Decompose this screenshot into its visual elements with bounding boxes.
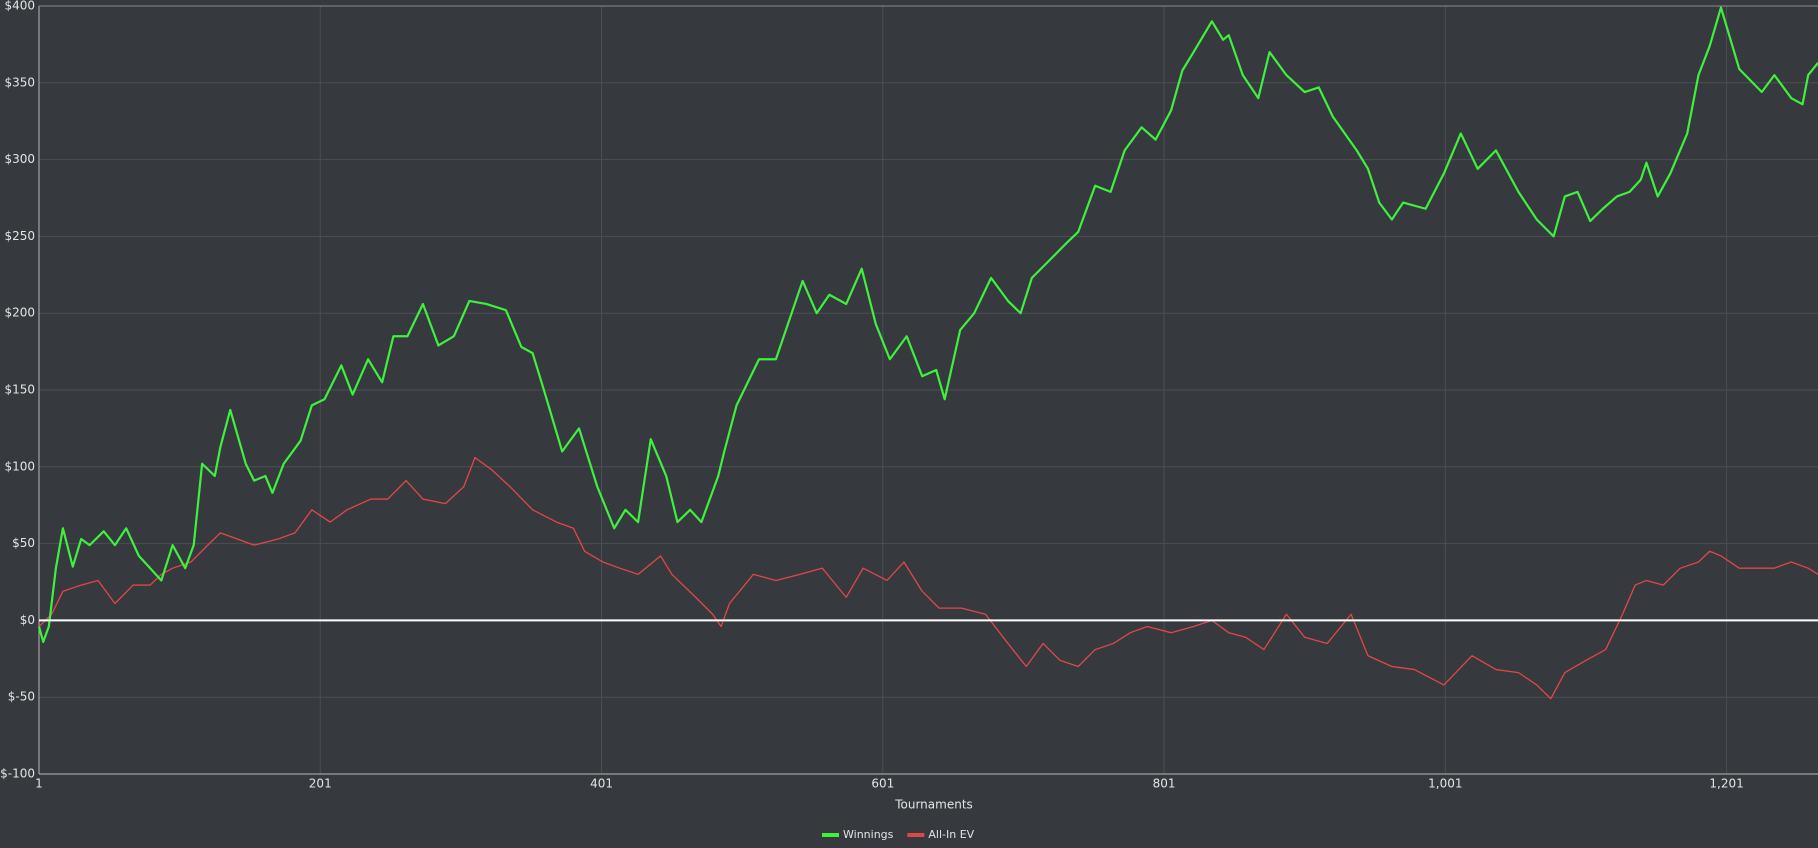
x-tick-label: 1,201 [1709, 777, 1743, 791]
x-tick-label: 1,001 [1428, 777, 1462, 791]
y-tick-label: $250 [4, 229, 35, 243]
y-tick-label: $-50 [8, 690, 35, 704]
y-tick-label: $300 [4, 152, 35, 166]
y-tick-label: $350 [4, 75, 35, 89]
y-tick-label: $50 [12, 536, 35, 550]
x-tick-label: 1 [35, 777, 43, 791]
x-tick-label: 801 [1153, 777, 1176, 791]
y-tick-label: $0 [20, 613, 35, 627]
x-tick-label: 601 [871, 777, 894, 791]
series-line [38, 456, 1818, 700]
y-tick-label: $150 [4, 383, 35, 397]
legend: Winnings All-In EV [822, 828, 975, 841]
x-tick-label: 401 [590, 777, 613, 791]
y-tick-label: $100 [4, 459, 35, 473]
y-tick-label: $-100 [0, 767, 35, 781]
x-axis-title: Tournaments [894, 798, 973, 812]
y-tick-label: $200 [4, 306, 35, 320]
x-tick-label: 201 [309, 777, 332, 791]
y-tick-label: $400 [4, 0, 35, 13]
legend-label: Winnings [843, 828, 894, 841]
series-line [37, 6, 1818, 643]
legend-label: All-In EV [928, 828, 974, 841]
